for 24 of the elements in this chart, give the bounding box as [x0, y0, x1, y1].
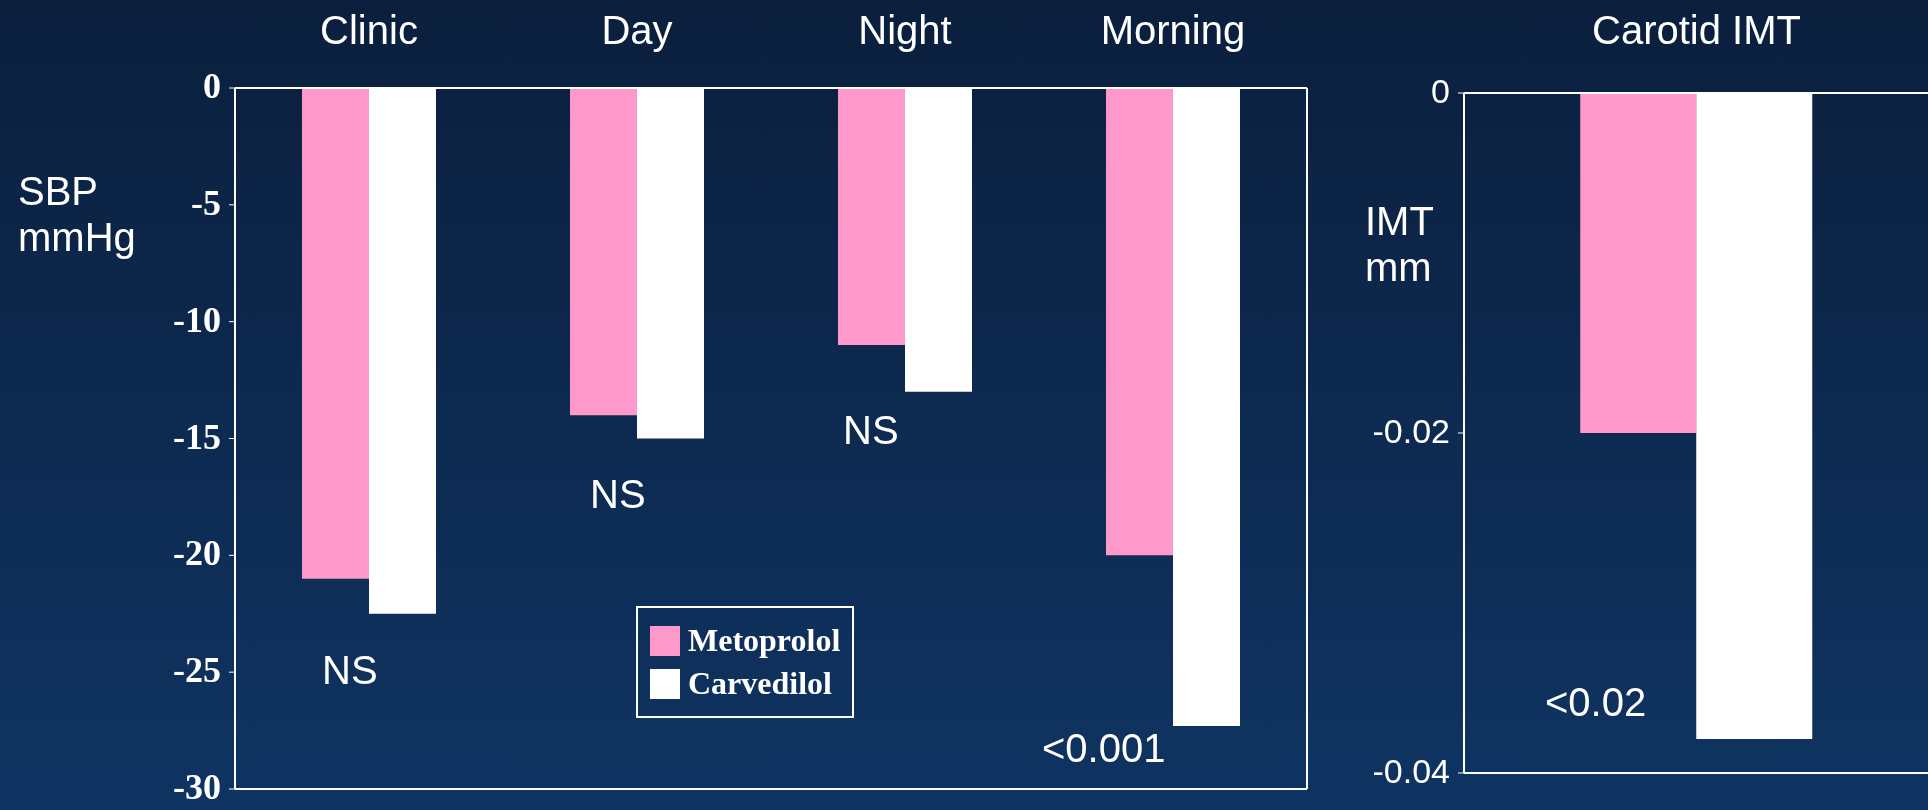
y-tick-label: -25 — [173, 650, 221, 691]
annotation: NS — [843, 408, 899, 453]
x-tick-label: Carotid IMT — [1592, 8, 1801, 52]
x-tick-label: Day — [601, 8, 673, 52]
legend-label: Metoprolol — [688, 622, 841, 659]
y-tick-label: -15 — [173, 416, 221, 457]
y-tick-label: -30 — [173, 767, 221, 807]
y-tick-label: -20 — [173, 533, 221, 574]
x-tick-label: Clinic — [320, 8, 418, 52]
annotation: NS — [322, 648, 378, 693]
y-axis-title: SBP mmHg — [18, 168, 137, 260]
y-axis-title: IMT mm — [1365, 198, 1435, 290]
x-tick-label: Night — [858, 8, 952, 52]
y-tick-label: 0 — [1431, 72, 1450, 110]
y-tick-label: -10 — [173, 299, 221, 340]
legend-label: Carvedilol — [688, 665, 832, 702]
x-tick-label: Morning — [1100, 8, 1246, 52]
y-tick-label: 0 — [203, 66, 221, 106]
annotation: <0.001 — [1042, 726, 1166, 771]
annotation: NS — [590, 472, 646, 517]
annotation: <0.02 — [1545, 680, 1647, 725]
y-tick-label: -0.02 — [1372, 412, 1450, 450]
y-tick-label: -0.04 — [1372, 752, 1450, 790]
y-tick-label: -5 — [191, 182, 221, 223]
